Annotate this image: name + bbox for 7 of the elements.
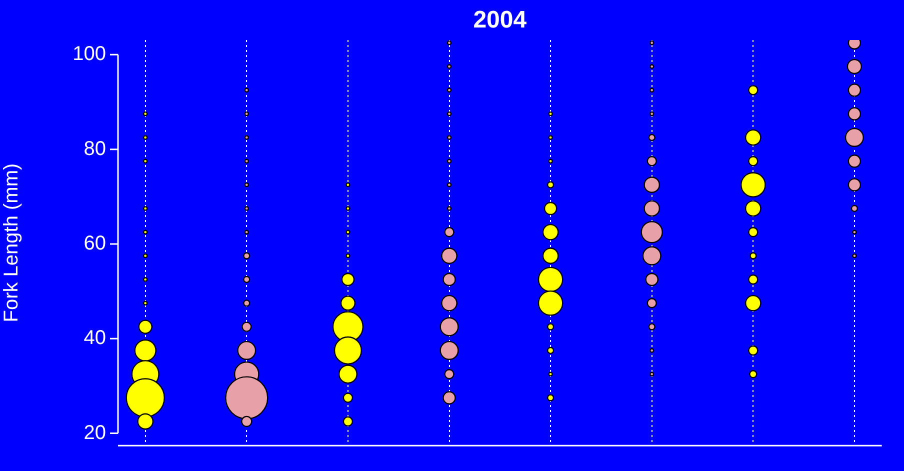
y-axis-title: Fork Length (mm)	[0, 163, 23, 322]
y-tick-label: 60	[84, 232, 106, 254]
chart-title: 2004	[473, 6, 528, 34]
y-tick-label: 100	[72, 43, 106, 66]
y-tick-label: 80	[84, 138, 106, 160]
y-tick-label: 20	[84, 422, 106, 444]
y-tick-label: 40	[84, 327, 106, 350]
